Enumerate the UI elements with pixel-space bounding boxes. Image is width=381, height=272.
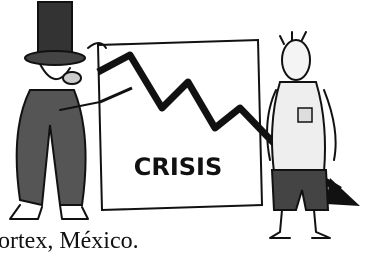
arrow-head xyxy=(326,178,360,206)
board xyxy=(98,40,262,210)
caption: ortex, México. xyxy=(0,228,139,254)
ragged-man xyxy=(267,32,336,238)
board-text: CRISIS xyxy=(134,153,223,181)
cartoon: CRISIS ortex, México. xyxy=(0,0,381,272)
